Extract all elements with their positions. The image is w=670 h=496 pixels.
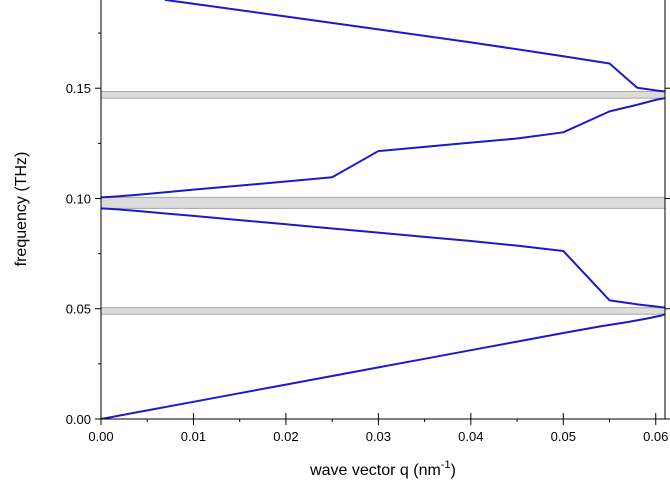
x-tick-label-0.03: 0.03 — [366, 429, 391, 444]
x-tick-label-0.00: 0.00 — [88, 429, 113, 444]
band-gap-2 — [101, 196, 665, 209]
band-4-line — [164, 0, 665, 93]
band-3-line — [101, 97, 665, 199]
x-tick-label-0.02: 0.02 — [273, 429, 298, 444]
x-axis-label: wave vector q (nm-1) — [309, 459, 456, 479]
band-gaps — [101, 91, 665, 315]
y-tick-label-0.10: 0.10 — [66, 191, 91, 206]
band-1-line — [101, 313, 665, 419]
x-tick-label-0.06: 0.06 — [643, 429, 668, 444]
y-tick-label-0.00: 0.00 — [66, 412, 91, 427]
x-axis-label-main: wave vector q (nm — [309, 462, 441, 479]
band-2-line — [101, 207, 665, 309]
tick-labels: 0.00 0.01 0.02 0.03 0.04 0.05 0.06 0.00 0.05 0.10… — [66, 81, 669, 444]
y-tick-label-0.05: 0.05 — [66, 302, 91, 317]
x-axis-label-tail: ) — [451, 462, 456, 479]
series-group — [101, 0, 665, 419]
y-axis-label: frequency (THz) — [13, 152, 30, 267]
band-gap-3 — [101, 91, 665, 99]
y-tick-label-0.15: 0.15 — [66, 81, 91, 96]
axes — [95, 0, 670, 425]
x-axis-label-exponent: -1 — [441, 459, 451, 471]
x-tick-label-0.04: 0.04 — [458, 429, 483, 444]
band-gap-1 — [101, 307, 665, 315]
x-tick-label-0.05: 0.05 — [551, 429, 576, 444]
x-tick-label-0.01: 0.01 — [181, 429, 206, 444]
